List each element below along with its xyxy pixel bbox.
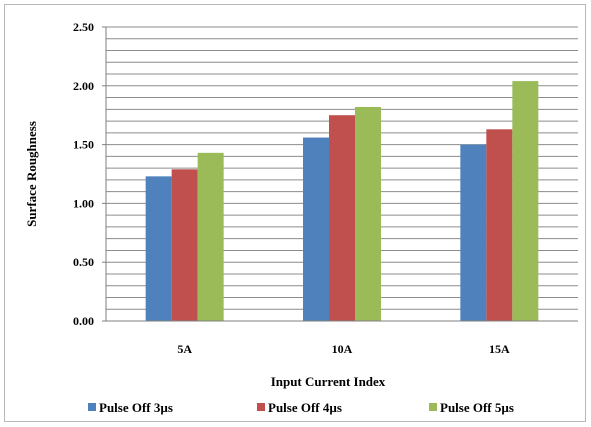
y-tick-label: 2.50 (73, 20, 94, 34)
legend-swatch (88, 403, 96, 411)
legend-swatch (429, 403, 437, 411)
x-tick-label: 15A (489, 342, 510, 356)
bar (145, 176, 172, 321)
legend-label: Pulse Off 5µs (440, 400, 514, 415)
legend-swatch (257, 403, 265, 411)
y-axis-title: Surface Roughness (24, 121, 39, 227)
bar (486, 129, 513, 321)
legend-label: Pulse Off 3µs (99, 400, 173, 415)
bar (355, 106, 381, 321)
y-tick-label: 0.00 (73, 314, 94, 328)
x-tick-labels: 5A 10A 15A (177, 342, 510, 356)
y-tick-labels: 0.00 0.50 1.00 1.50 2.00 2.50 (73, 20, 106, 328)
bar (197, 152, 224, 321)
bars (145, 81, 539, 321)
bar (329, 115, 355, 321)
y-tick-label: 1.00 (73, 196, 94, 210)
y-tick-label: 2.00 (73, 79, 94, 93)
bar (512, 81, 539, 321)
y-tick-label: 0.50 (73, 255, 94, 269)
x-tick-label: 5A (177, 342, 192, 356)
x-axis-title: Input Current Index (271, 374, 386, 389)
bar (303, 137, 329, 321)
y-tick-label: 1.50 (73, 138, 94, 152)
legend-label: Pulse Off 4µs (268, 400, 342, 415)
x-tick-label: 10A (332, 342, 353, 356)
legend: Pulse Off 3µs Pulse Off 4µs Pulse Off 5µs (88, 400, 514, 415)
bar (171, 169, 198, 321)
bar (460, 144, 487, 321)
axes (105, 27, 578, 322)
